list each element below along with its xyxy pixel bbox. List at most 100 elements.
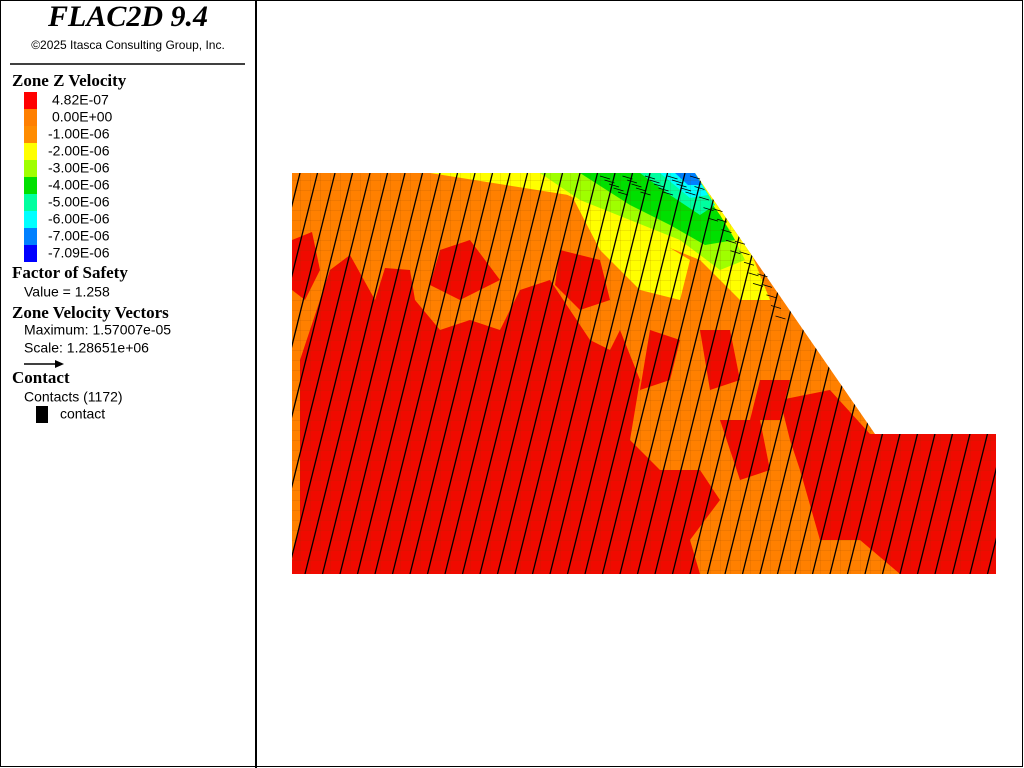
copyright: ©2025 Itasca Consulting Group, Inc. xyxy=(31,38,225,52)
joint xyxy=(969,173,996,574)
joint xyxy=(391,173,494,574)
vector xyxy=(698,196,710,201)
vector xyxy=(689,175,701,180)
legend-label: -1.00E-06 xyxy=(48,126,110,142)
joint xyxy=(356,173,459,574)
legend-swatch xyxy=(24,160,37,177)
joint xyxy=(514,173,616,574)
joint xyxy=(479,173,581,574)
joint xyxy=(496,173,599,574)
joint xyxy=(549,173,651,574)
joint xyxy=(321,173,424,574)
legend-swatch xyxy=(24,194,37,211)
vector-arrow xyxy=(24,360,64,368)
vector xyxy=(658,187,669,192)
legend-text: Maximum: 1.57007e-05 xyxy=(24,322,171,338)
vector xyxy=(766,294,777,299)
vector xyxy=(734,240,746,245)
vector xyxy=(613,187,624,192)
joint xyxy=(339,173,441,574)
legend-title: Contact xyxy=(12,368,70,387)
joint xyxy=(531,173,634,574)
vector xyxy=(770,305,782,309)
legend-swatch xyxy=(24,126,37,143)
joint xyxy=(292,173,319,574)
vector xyxy=(730,250,741,255)
legend-text: Value = 1.258 xyxy=(24,284,110,300)
vector xyxy=(667,175,678,180)
legend-swatch xyxy=(24,228,37,245)
vector xyxy=(703,207,714,211)
joint xyxy=(409,173,511,574)
vector xyxy=(685,191,696,196)
legend-label: -2.00E-06 xyxy=(48,143,110,159)
joint xyxy=(566,173,669,574)
legend-label: 0.00E+00 xyxy=(52,109,113,125)
vector xyxy=(604,179,615,184)
vector xyxy=(775,315,786,320)
vector xyxy=(649,179,660,184)
joint xyxy=(601,173,704,574)
legend-swatch xyxy=(24,211,37,228)
legend-swatch xyxy=(24,92,37,109)
vector xyxy=(644,175,656,180)
vector xyxy=(617,191,629,196)
vector xyxy=(676,183,687,188)
joint xyxy=(292,173,371,574)
vector xyxy=(622,175,633,180)
legend-title: Factor of Safety xyxy=(12,263,128,282)
legend-label: -7.09E-06 xyxy=(48,245,110,261)
vector xyxy=(739,251,750,256)
joint xyxy=(619,173,721,574)
vector xyxy=(599,175,611,180)
joint xyxy=(461,173,564,574)
joint-set xyxy=(292,173,996,574)
vector xyxy=(671,179,683,184)
legend-label: 4.82E-07 xyxy=(52,92,109,108)
joint xyxy=(584,173,686,574)
vector xyxy=(752,282,764,287)
legend-swatch xyxy=(24,143,37,160)
legend-swatch xyxy=(24,245,37,262)
legend-label: -6.00E-06 xyxy=(48,211,110,227)
vector xyxy=(631,183,642,188)
joint xyxy=(304,173,406,574)
contact-swatch xyxy=(36,406,48,423)
joint xyxy=(444,173,546,574)
legend-text: Scale: 1.28651e+06 xyxy=(24,340,149,356)
vector xyxy=(712,208,723,213)
joint xyxy=(292,173,389,574)
legend-label: -5.00E-06 xyxy=(48,194,110,210)
vector xyxy=(707,217,719,222)
legend-label: -4.00E-06 xyxy=(48,177,110,193)
vector xyxy=(716,218,728,223)
vector xyxy=(640,191,651,196)
joint xyxy=(636,173,739,574)
vector xyxy=(721,229,732,234)
app-title: FLAC2D 9.4 xyxy=(47,0,208,33)
legend-label: -7.00E-06 xyxy=(48,228,110,244)
joint xyxy=(426,173,529,574)
vector xyxy=(743,261,755,266)
vector xyxy=(626,179,638,184)
vector xyxy=(680,187,692,192)
vector xyxy=(662,191,674,196)
joint xyxy=(374,173,476,574)
vector xyxy=(694,186,705,190)
legend-text: Contacts (1172) xyxy=(24,389,123,405)
joint xyxy=(951,173,996,574)
legend-title: Zone Velocity Vectors xyxy=(12,303,169,322)
velocity-vectors xyxy=(599,175,786,320)
legend-label: -3.00E-06 xyxy=(48,160,110,176)
vector xyxy=(761,284,773,288)
vector xyxy=(608,183,620,188)
legend-title: Zone Z Velocity xyxy=(12,71,127,90)
vector xyxy=(757,273,768,278)
vector xyxy=(725,239,737,244)
legend-swatch xyxy=(24,109,37,126)
vector xyxy=(748,272,759,277)
legend-text: contact xyxy=(60,406,105,422)
joint xyxy=(292,173,354,574)
joint xyxy=(654,173,756,574)
